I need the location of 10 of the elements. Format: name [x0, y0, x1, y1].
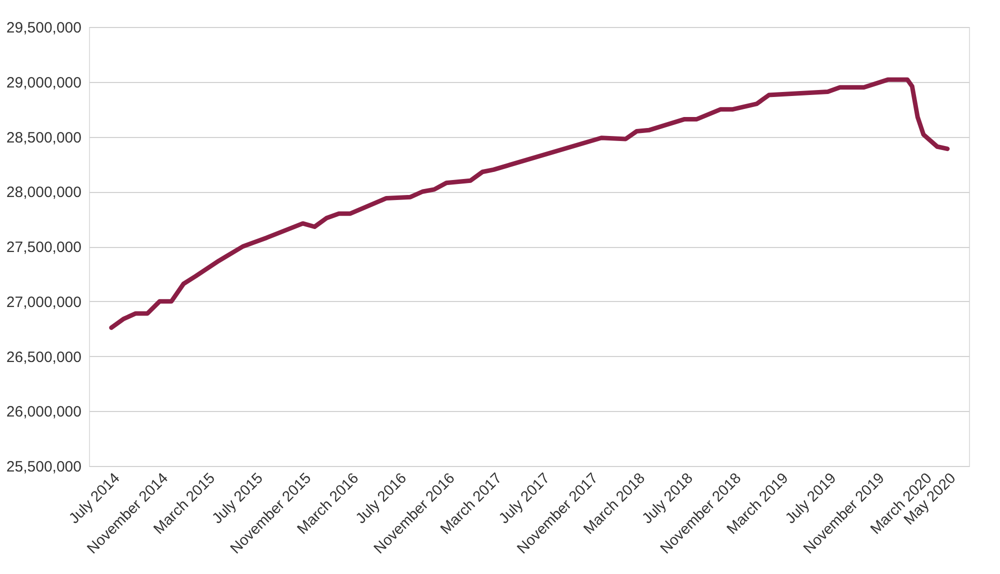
y-tick-label: 28,500,000 [6, 129, 82, 146]
y-tick-label: 29,500,000 [6, 20, 82, 36]
y-tick-label: 29,000,000 [6, 74, 82, 92]
line-series [109, 77, 950, 330]
y-tick-label: 28,000,000 [6, 184, 82, 202]
y-tick-label: 25,500,000 [6, 458, 82, 476]
y-tick-label: 27,000,000 [6, 294, 82, 311]
y-tick-label: 27,500,000 [6, 239, 82, 256]
y-tick-label: 26,500,000 [6, 348, 82, 366]
y-tick-label: 26,000,000 [6, 404, 82, 421]
